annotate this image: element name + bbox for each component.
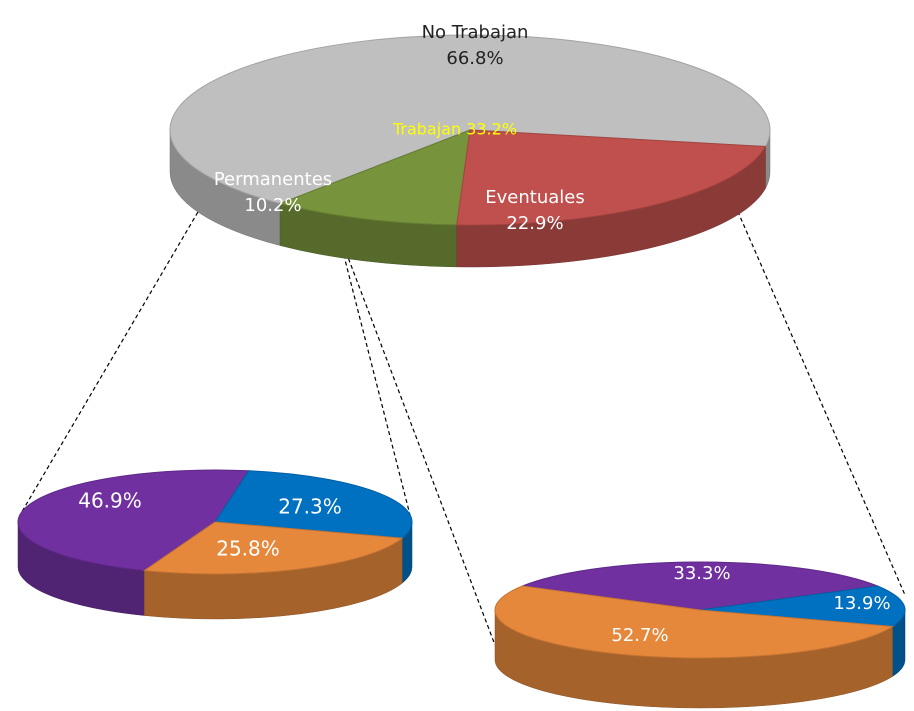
- slice-value-label: 10.2%: [244, 195, 301, 216]
- slice: [17, 469, 250, 572]
- pie-tops: [494, 561, 906, 659]
- connectors: [19, 199, 906, 646]
- slice-value-label: 13.9%: [833, 593, 890, 614]
- pie-tops: [17, 469, 413, 575]
- slice-value-label: 33.3%: [673, 563, 730, 584]
- pie-tops: [169, 34, 771, 226]
- slice: [456, 129, 767, 226]
- connector: [734, 204, 906, 596]
- slice-value-label: 22.9%: [506, 213, 563, 234]
- slice: [494, 585, 895, 659]
- pie-sides: [17, 521, 413, 620]
- slice: [214, 470, 413, 539]
- slice: [699, 585, 906, 628]
- slice: [142, 521, 404, 575]
- connector: [341, 247, 411, 516]
- pie-sides: [494, 609, 906, 709]
- slice-value-label: 52.7%: [611, 625, 668, 646]
- slice-category-label: No Trabajan: [422, 22, 529, 43]
- slice-category-label: Permanentes: [214, 169, 332, 190]
- connector: [19, 199, 206, 516]
- slice: [169, 34, 771, 205]
- connector: [345, 251, 496, 646]
- slice-value-label: 27.3%: [278, 495, 342, 519]
- slice-value-label: 46.9%: [78, 489, 142, 513]
- slice-value-label: 25.8%: [216, 537, 280, 561]
- slice: [278, 129, 471, 226]
- slice-value-label: 66.8%: [446, 48, 503, 69]
- annotation: Trabajan 33.2%: [392, 120, 517, 139]
- slice-category-label: Eventuales: [485, 187, 584, 208]
